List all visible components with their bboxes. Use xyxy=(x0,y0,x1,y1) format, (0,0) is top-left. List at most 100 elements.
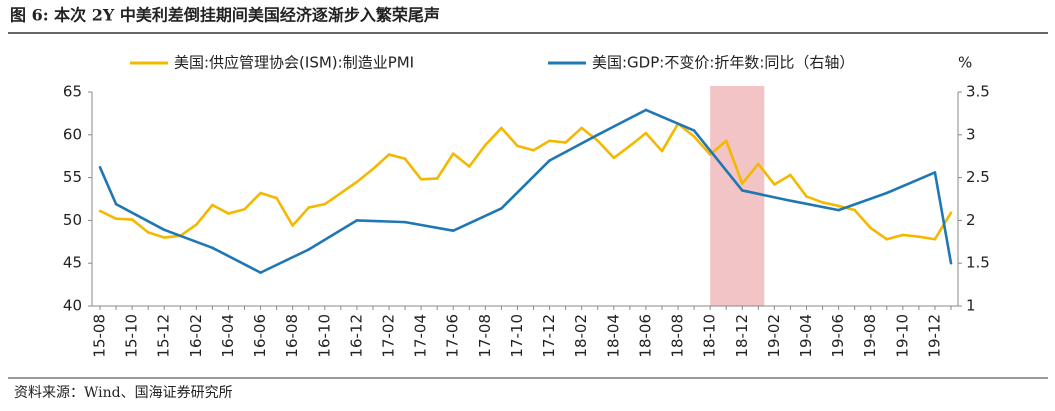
line-segment xyxy=(500,126,519,148)
line-segment xyxy=(243,191,262,211)
x-tick-label: 19-06 xyxy=(829,314,847,358)
y2-unit: % xyxy=(958,54,972,72)
line-segment xyxy=(789,173,808,198)
y2-tick-label: 2 xyxy=(966,211,976,229)
line-segment xyxy=(773,173,792,186)
line-segment xyxy=(98,166,118,206)
y-tick-label: 45 xyxy=(63,254,82,272)
source: 资料来源：Wind、国海证券研究所 xyxy=(14,385,233,401)
x-tick-label: 17-08 xyxy=(476,314,494,358)
chart-title: 图 6: 本次 2Y 中美利差倒挂期间美国经济逐渐步入繁荣尾声 xyxy=(10,6,440,25)
line-segment xyxy=(468,143,487,168)
x-tick-label: 16-10 xyxy=(315,314,333,358)
line-segment xyxy=(451,207,503,232)
x-tick-label: 18-04 xyxy=(604,314,622,358)
line-segment xyxy=(419,177,439,181)
highlight-band xyxy=(710,86,765,306)
line-segment xyxy=(869,226,889,241)
line-segment xyxy=(757,162,776,186)
line-segment xyxy=(516,144,535,152)
line-segment xyxy=(933,211,953,241)
x-tick-label: 19-02 xyxy=(765,314,783,358)
y-tick-label: 50 xyxy=(63,211,82,229)
x-tick-label: 17-06 xyxy=(444,314,462,358)
x-tick-label: 17-10 xyxy=(508,314,526,358)
x-tick-label: 19-10 xyxy=(893,314,911,358)
y2-tick-label: 3 xyxy=(966,125,976,143)
line-segment xyxy=(821,201,840,208)
line-segment xyxy=(211,246,262,274)
line-segment xyxy=(500,159,551,210)
line-segment xyxy=(227,207,246,215)
x-tick-label: 18-08 xyxy=(669,314,687,358)
line-segment xyxy=(114,217,134,221)
x-tick-label: 17-12 xyxy=(540,314,558,358)
line-segment xyxy=(451,152,471,168)
line-segment xyxy=(612,144,632,160)
line-segment xyxy=(339,180,359,195)
line-segment xyxy=(885,171,937,195)
x-tick-label: 15-08 xyxy=(91,314,109,358)
line-segment xyxy=(596,108,648,137)
line-segment xyxy=(323,191,343,206)
line-segment xyxy=(644,131,664,153)
line-segment xyxy=(692,129,744,192)
line-segment xyxy=(837,191,889,212)
line-segment xyxy=(692,135,712,156)
y2-tick-label: 1 xyxy=(966,297,976,315)
line-segment xyxy=(114,202,166,232)
line-segment xyxy=(387,153,407,161)
x-tick-label: 18-02 xyxy=(572,314,590,358)
legend-label: 美国:GDP:不变价:折年数:同比（右轴） xyxy=(592,54,854,72)
line-segment xyxy=(146,231,166,239)
line-segment xyxy=(130,218,150,234)
line-segment xyxy=(371,153,391,171)
line-segment xyxy=(644,108,696,132)
line-segment xyxy=(885,233,905,241)
line-segment xyxy=(403,220,455,232)
line-segment xyxy=(291,206,311,227)
line-segment xyxy=(724,139,744,185)
line-segment xyxy=(580,126,600,143)
line-segment xyxy=(548,133,600,162)
line-segment xyxy=(403,157,423,181)
line-segment xyxy=(355,219,407,224)
x-tick-label: 19-04 xyxy=(797,314,815,358)
y-tick-label: 65 xyxy=(63,83,82,101)
x-tick-label: 16-12 xyxy=(347,314,365,358)
line-segment xyxy=(564,126,583,144)
line-segment xyxy=(162,228,214,250)
line-segment xyxy=(211,203,230,215)
x-tick-label: 18-12 xyxy=(733,314,751,358)
x-tick-label: 15-10 xyxy=(123,314,141,358)
x-tick-label: 19-08 xyxy=(861,314,879,358)
x-tick-label: 16-06 xyxy=(251,314,269,358)
x-tick-label: 18-10 xyxy=(701,314,719,358)
y-tick-label: 60 xyxy=(63,125,82,143)
y-tick-label: 55 xyxy=(63,168,82,186)
line-segment xyxy=(660,122,680,153)
x-tick-label: 18-06 xyxy=(636,314,654,358)
x-tick-label: 17-04 xyxy=(412,314,430,358)
line-segment xyxy=(628,131,648,148)
x-tick-label: 16-08 xyxy=(283,314,301,358)
x-tick-label: 19-12 xyxy=(925,314,943,358)
y2-tick-label: 2.5 xyxy=(966,168,990,186)
line-segment xyxy=(740,162,760,185)
line-segment xyxy=(259,248,311,274)
line-segment xyxy=(435,152,455,180)
line-segment xyxy=(789,199,840,212)
x-tick-label: 17-02 xyxy=(380,314,398,358)
y2-tick-label: 1.5 xyxy=(966,254,990,272)
line-segment xyxy=(98,209,118,220)
y2-tick-label: 3.5 xyxy=(966,83,990,101)
x-tick-label: 16-04 xyxy=(219,314,237,358)
x-tick-label: 16-02 xyxy=(187,314,205,358)
line-segment xyxy=(307,219,359,251)
line-segment xyxy=(917,235,937,241)
line-segment xyxy=(484,126,503,147)
line-segment xyxy=(355,167,375,184)
line-segment xyxy=(740,189,792,203)
line-segment xyxy=(901,233,921,238)
